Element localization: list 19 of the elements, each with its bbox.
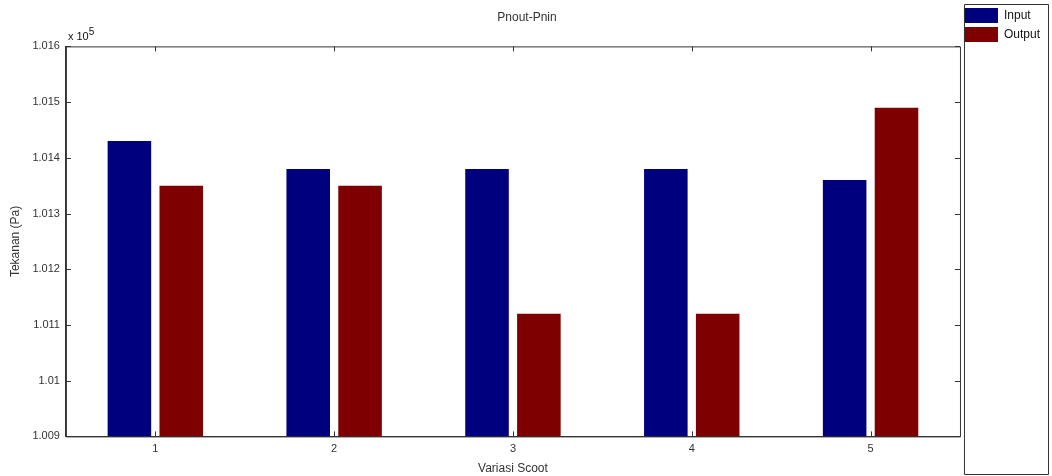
y-axis-title: Tekanan (Pa) [7,205,22,278]
x-tick-label: 5 [867,442,874,455]
y-tick-label: 1.012 [32,262,60,275]
y-tick-label: 1.015 [32,95,60,108]
x-tick-label: 4 [688,442,695,455]
y-tick-label: 1.011 [33,318,60,330]
y-tick-label: 1.01 [38,373,60,386]
y-tick-label: 1.009 [32,429,60,442]
y-tick-label: 1.016 [32,39,60,52]
x-axis-title: Variasi Scoot [478,461,549,476]
x-tick-label: 1 [152,442,159,455]
x-tick-label: 3 [509,442,517,455]
text: x 105 [67,26,95,43]
x-tick-label: 2 [331,442,338,455]
legend-label: Output [1003,26,1041,41]
legend-label: Input [1003,7,1032,22]
chart-title: Pnout-Pnin [497,9,557,24]
y-tick-label: 1.013 [32,206,60,219]
y-tick-label: 1.014 [32,150,60,163]
